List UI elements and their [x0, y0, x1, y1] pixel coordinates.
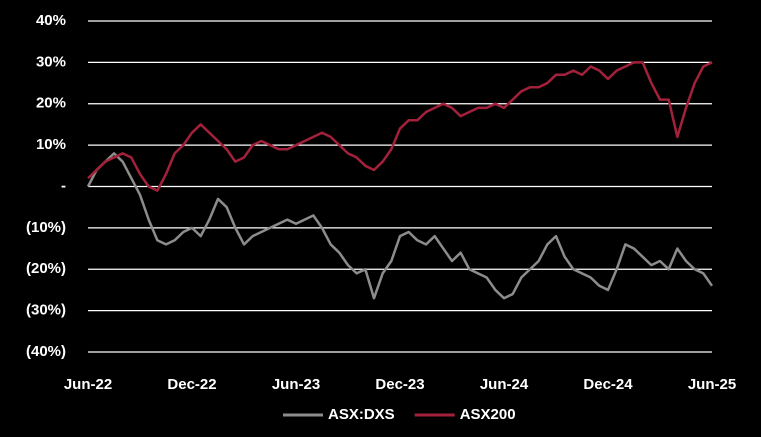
x-tick-label: Jun-24: [480, 376, 529, 393]
y-tick-label: (40%): [26, 343, 66, 360]
y-tick-label: (30%): [26, 302, 66, 319]
y-tick-label: (10%): [26, 219, 66, 236]
x-tick-label: Jun-23: [272, 376, 320, 393]
x-tick-label: Jun-25: [688, 376, 736, 393]
y-tick-label: 40%: [36, 12, 66, 29]
legend-label: ASX:DXS: [328, 406, 395, 423]
line-series: [86, 152, 714, 300]
y-tick-label: 20%: [36, 95, 66, 112]
x-tick-label: Jun-22: [64, 376, 112, 393]
y-tick-label: 10%: [36, 136, 66, 153]
y-tick-label: (20%): [26, 260, 66, 277]
x-tick-label: Dec-22: [167, 376, 216, 393]
y-tick-label: 30%: [36, 53, 66, 70]
legend-label: ASX200: [460, 406, 516, 423]
x-tick-label: Dec-24: [583, 376, 633, 393]
y-tick-label: -: [61, 177, 66, 194]
x-tick-label: Dec-23: [375, 376, 424, 393]
line-series: [87, 61, 713, 192]
